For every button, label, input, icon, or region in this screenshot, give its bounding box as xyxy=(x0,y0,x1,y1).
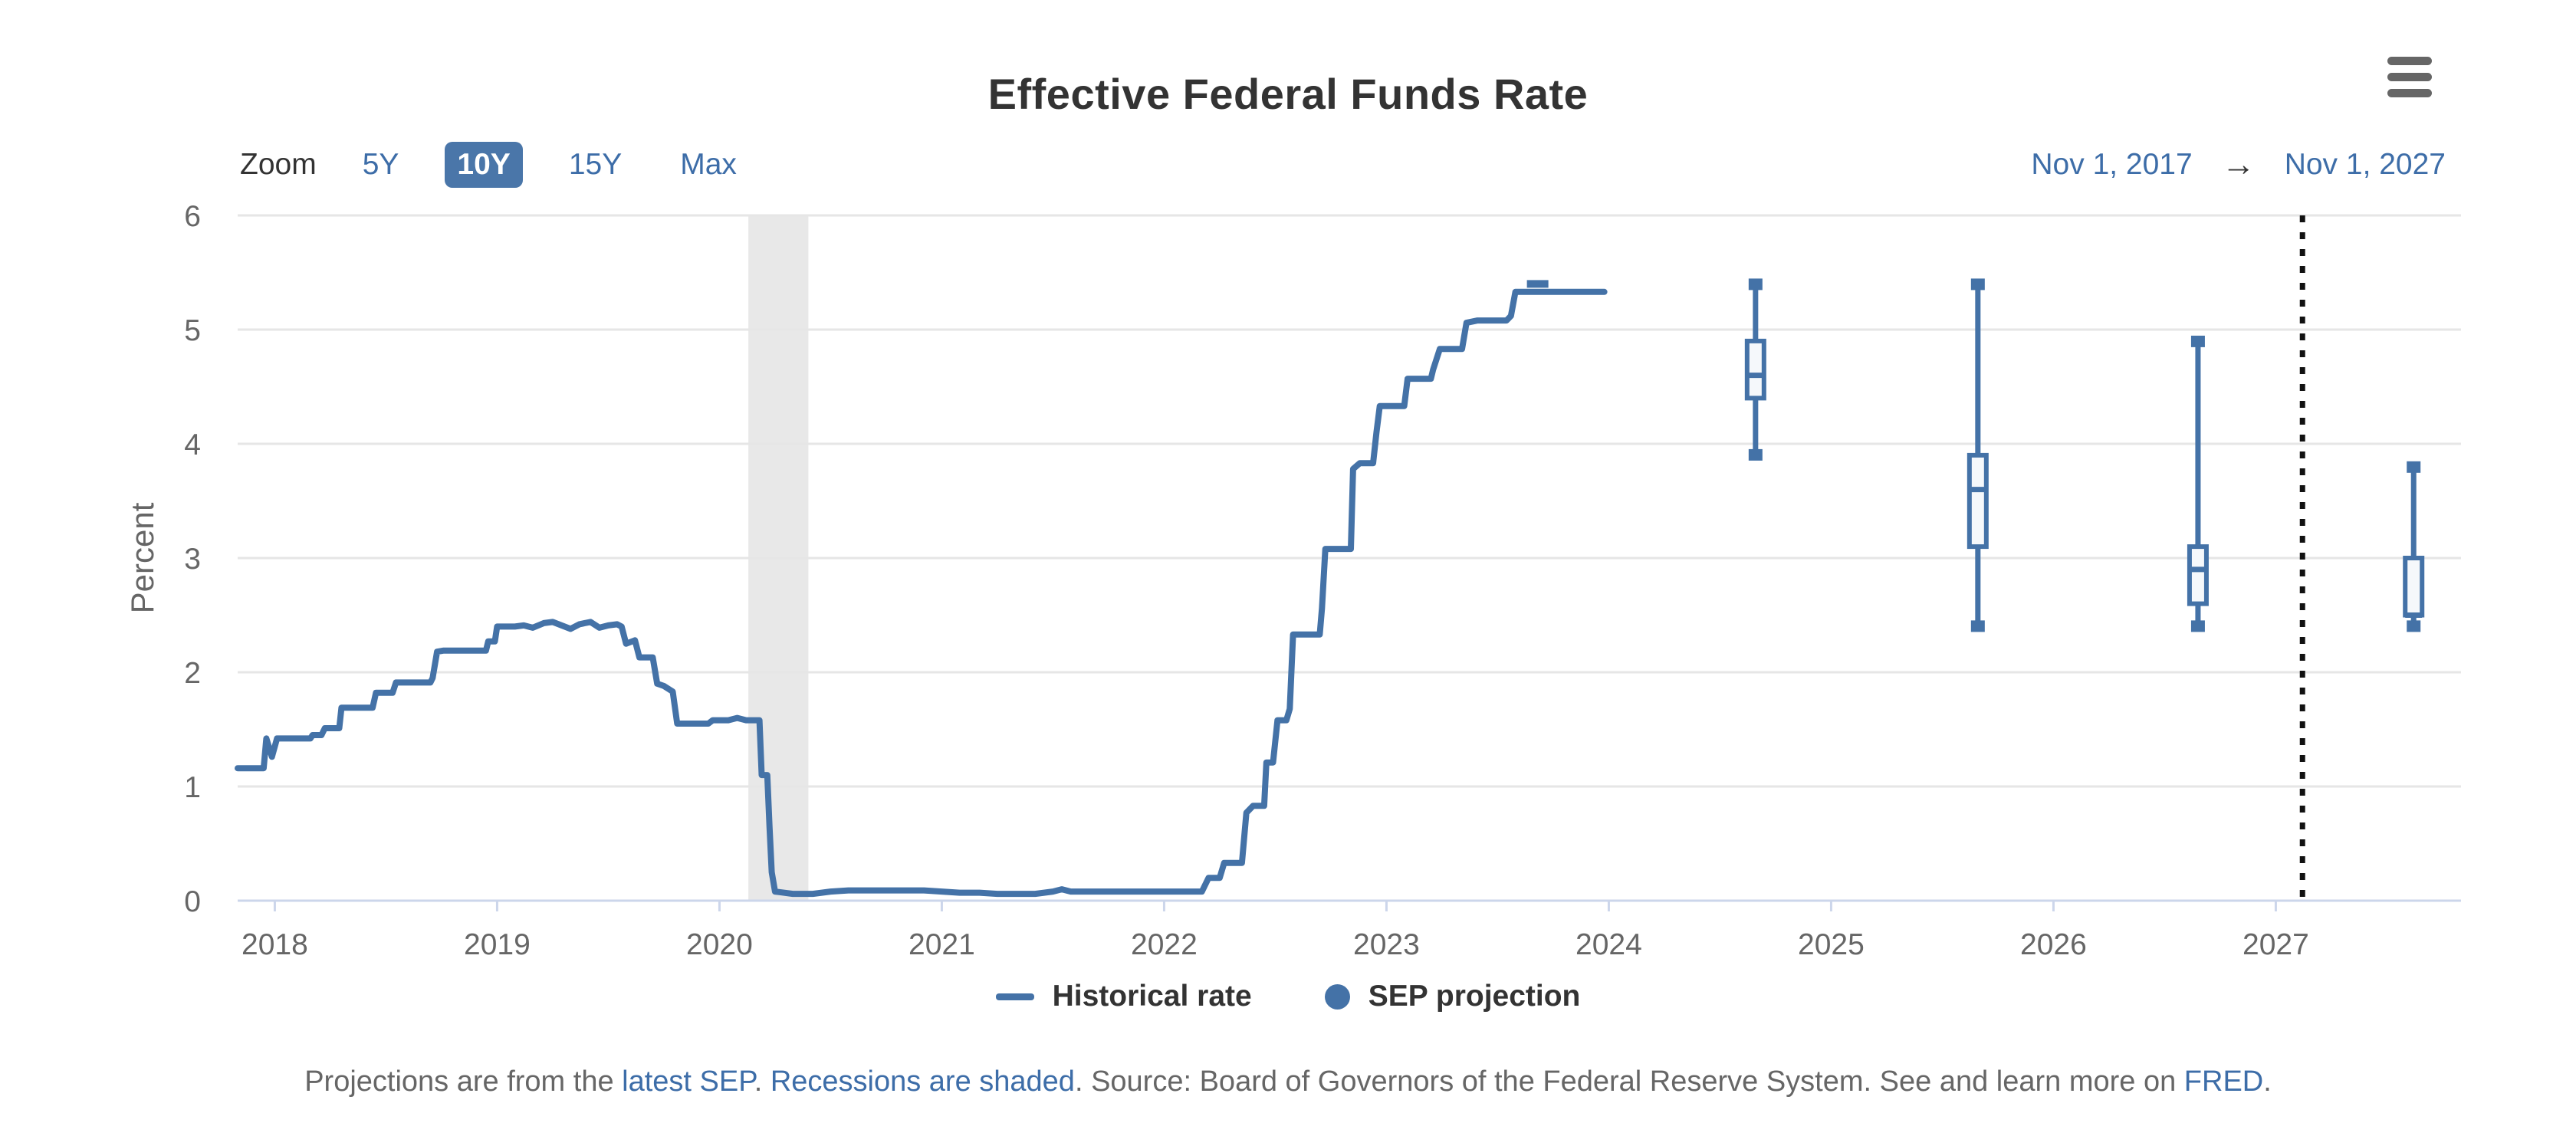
date-range: Nov 1, 2017 → Nov 1, 2027 xyxy=(2031,140,2446,190)
whisker-cap-top xyxy=(2190,335,2205,347)
footer-link-recessions-are-shaded[interactable]: Recessions are shaded xyxy=(770,1065,1075,1098)
zoom-button-5y[interactable]: 5Y xyxy=(362,148,399,181)
x-tick-label: 2021 xyxy=(909,928,975,961)
sep-projection-boxplot xyxy=(2403,461,2425,632)
y-tick-label: 1 xyxy=(184,771,201,804)
sep-median-dash xyxy=(1526,280,1549,288)
sep-projection-boxplot xyxy=(1526,280,1549,288)
projection-box xyxy=(1967,452,1989,550)
sep-projection-boxplot xyxy=(1744,278,1766,461)
legend-item-label: SEP projection xyxy=(1368,980,1581,1013)
legend-item-label: Historical rate xyxy=(1052,980,1252,1013)
x-tick-label: 2019 xyxy=(464,928,531,961)
zoom-toolbar: Zoom 5Y 10Y 15Y Max xyxy=(240,140,749,190)
range-end-date[interactable]: Nov 1, 2027 xyxy=(2284,148,2446,181)
line-swatch-icon xyxy=(995,993,1034,1000)
x-tick-label: 2024 xyxy=(1576,928,1642,961)
y-tick-label: 6 xyxy=(184,200,201,233)
legend-item-historical-rate[interactable]: Historical rate xyxy=(995,980,1252,1013)
zoom-buttons-group: 5Y 10Y 15Y Max xyxy=(350,142,749,188)
footer-text: . xyxy=(754,1065,770,1098)
zoom-label: Zoom xyxy=(240,148,317,181)
footer-text: . Source: Board of Governors of the Fede… xyxy=(1074,1065,2184,1098)
y-gridlines xyxy=(238,214,2461,788)
page-title: Effective Federal Funds Rate xyxy=(987,69,1589,118)
sep-projection-boxplot xyxy=(2187,335,2209,632)
y-tick-label: 5 xyxy=(184,314,201,347)
zoom-button-10y[interactable]: 10Y xyxy=(445,142,523,188)
range-arrow-icon: → xyxy=(2221,146,2256,183)
sep-projection-boxplots xyxy=(1526,278,2425,632)
zoom-button-15y[interactable]: 15Y xyxy=(568,148,623,181)
x-tick-label: 2020 xyxy=(686,928,753,961)
hamburger-bar xyxy=(2387,89,2432,97)
footer-text: Projections are from the xyxy=(304,1065,623,1098)
x-tick-label: 2023 xyxy=(1353,928,1420,961)
whisker-cap-top xyxy=(1748,278,1763,291)
chart-legend: Historical rate SEP projection xyxy=(0,980,2576,1013)
zoom-button-max[interactable]: Max xyxy=(680,148,737,181)
x-tick-label: 2022 xyxy=(1131,928,1198,961)
hamburger-menu-icon[interactable] xyxy=(2387,57,2432,105)
y-axis-title: Percent xyxy=(124,502,160,613)
source-note: Projections are from the latest SEP. Rec… xyxy=(0,1065,2576,1098)
y-tick-label: 0 xyxy=(184,885,201,918)
footer-link-latest-sep[interactable]: latest SEP xyxy=(622,1065,754,1098)
x-axis-labels: 2018 2019 2020 2021 2022 2023 2024 2025 2026 2027 xyxy=(242,901,2309,961)
y-tick-label: 2 xyxy=(184,657,201,690)
x-tick-label: 2018 xyxy=(242,928,308,961)
historical-rate-line xyxy=(235,288,1608,898)
y-tick-label: 4 xyxy=(184,428,201,461)
projection-box xyxy=(2403,556,2425,618)
footer-link-fred[interactable]: FRED xyxy=(2183,1065,2264,1098)
hamburger-bar xyxy=(2387,73,2432,81)
footer-text: . xyxy=(2263,1065,2272,1098)
projection-box xyxy=(1744,338,1766,401)
legend-item-sep-projection[interactable]: SEP projection xyxy=(1324,980,1581,1013)
x-tick-label: 2027 xyxy=(2242,928,2309,961)
x-tick-label: 2026 xyxy=(2020,928,2087,961)
y-axis-labels: 0 1 2 3 4 5 6 xyxy=(184,200,201,918)
whisker-cap-top xyxy=(2407,461,2421,473)
x-tick-label: 2025 xyxy=(1798,928,1865,961)
whisker-cap-bottom xyxy=(1748,448,1763,461)
range-start-date[interactable]: Nov 1, 2017 xyxy=(2031,148,2193,181)
whisker-cap-bottom xyxy=(1970,620,1985,632)
whisker-cap-bottom xyxy=(2190,620,2205,632)
sep-projection-boxplot xyxy=(1967,278,1989,632)
whisker-cap-top xyxy=(1970,278,1985,291)
circle-swatch-icon xyxy=(1324,983,1350,1010)
hamburger-bar xyxy=(2387,57,2432,65)
y-tick-label: 3 xyxy=(184,543,201,576)
projection-box xyxy=(2187,544,2209,606)
whisker-cap-bottom xyxy=(2407,620,2421,632)
